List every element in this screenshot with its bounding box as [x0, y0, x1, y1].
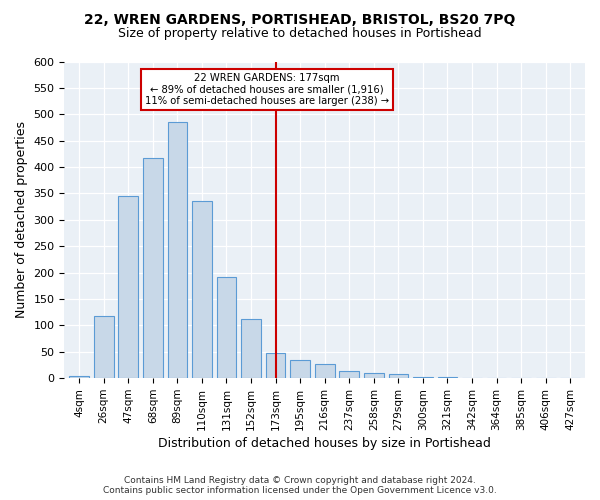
- Bar: [118, 196, 138, 378]
- Text: 22 WREN GARDENS: 177sqm
← 89% of detached houses are smaller (1,916)
11% of semi: 22 WREN GARDENS: 177sqm ← 89% of detache…: [145, 73, 389, 106]
- Bar: [266, 353, 286, 378]
- Bar: [315, 364, 335, 378]
- Bar: [364, 374, 383, 378]
- Bar: [241, 319, 261, 378]
- Text: 22, WREN GARDENS, PORTISHEAD, BRISTOL, BS20 7PQ: 22, WREN GARDENS, PORTISHEAD, BRISTOL, B…: [85, 12, 515, 26]
- Bar: [192, 201, 212, 378]
- Text: Size of property relative to detached houses in Portishead: Size of property relative to detached ho…: [118, 28, 482, 40]
- Bar: [167, 122, 187, 378]
- Bar: [70, 376, 89, 378]
- Text: Contains HM Land Registry data © Crown copyright and database right 2024.
Contai: Contains HM Land Registry data © Crown c…: [103, 476, 497, 495]
- Bar: [94, 316, 113, 378]
- Y-axis label: Number of detached properties: Number of detached properties: [15, 122, 28, 318]
- Bar: [413, 376, 433, 378]
- Bar: [389, 374, 408, 378]
- Bar: [290, 360, 310, 378]
- Bar: [437, 377, 457, 378]
- Bar: [340, 371, 359, 378]
- Bar: [217, 277, 236, 378]
- Bar: [143, 158, 163, 378]
- X-axis label: Distribution of detached houses by size in Portishead: Distribution of detached houses by size …: [158, 437, 491, 450]
